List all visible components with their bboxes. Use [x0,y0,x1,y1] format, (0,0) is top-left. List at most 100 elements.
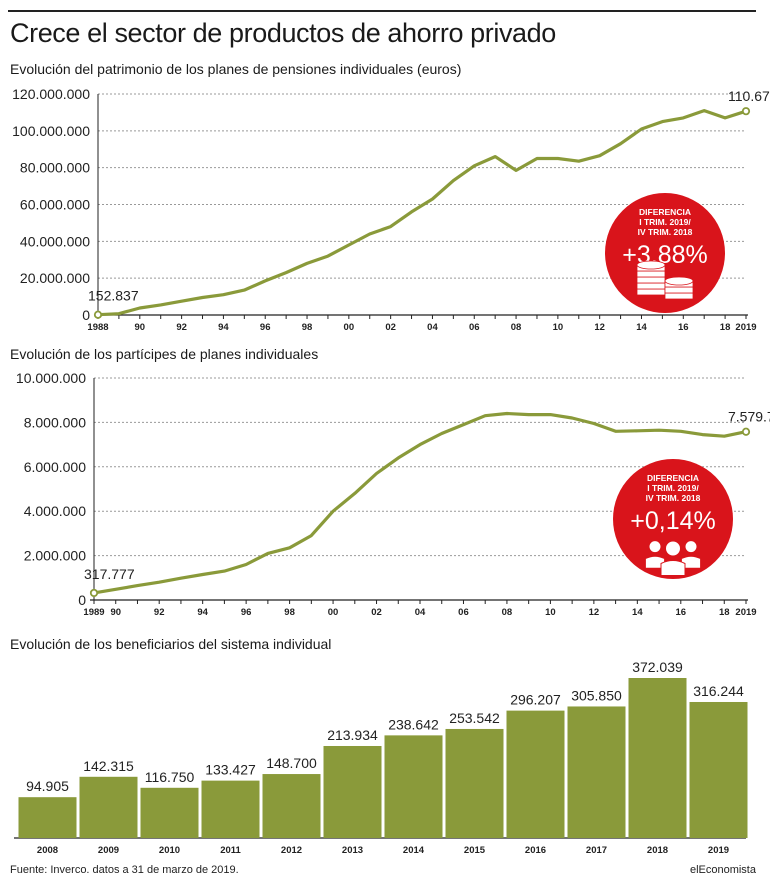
x-tick-label: 94 [197,607,208,618]
x-tick-label: 08 [502,607,513,618]
first-value-label: 317.777 [84,566,135,582]
bar [201,780,260,838]
x-tick-label: 16 [678,322,689,333]
bar [689,701,748,838]
y-tick-label: 80.000.000 [20,160,90,176]
badge-heading-line: I TRIM. 2019/ [647,483,699,493]
x-tick-label: 18 [720,322,731,333]
top-rule [8,10,756,12]
x-tick-label: 2017 [586,845,607,856]
y-tick-label: 6.000.000 [24,459,86,475]
bar-value-label: 133.427 [205,762,256,778]
x-tick-label: 2016 [525,845,546,856]
bar [79,776,138,838]
bar-value-label: 94.905 [26,778,69,794]
x-tick-label: 2015 [464,845,486,856]
bar-value-label: 238.642 [388,716,439,732]
x-tick-label: 14 [636,322,647,333]
x-tick-label: 06 [458,607,469,618]
y-tick-label: 60.000.000 [20,197,90,213]
series-line [97,108,747,317]
bar [262,774,321,838]
chart2-title: Evolución de los partícipes de planes in… [10,346,319,362]
badge-heading-line: I TRIM. 2019/ [639,217,691,227]
people-icon [644,540,702,576]
x-tick-label: 2010 [159,845,180,856]
x-tick-label: 12 [594,322,605,333]
last-value-label: 110.678.590 [728,88,770,104]
last-point-marker [741,427,751,436]
badge-heading-line: DIFERENCIA [647,473,699,483]
y-tick-label: 0 [82,307,90,323]
x-tick-label: 90 [135,322,146,333]
x-tick-label: 98 [284,607,295,618]
badge-value: +0,14% [630,507,716,535]
x-tick-label: 08 [511,322,522,333]
badge-circle [605,193,725,313]
x-tick-label: 2009 [98,845,119,856]
y-tick-label: 8.000.000 [24,414,86,430]
x-tick-label: 06 [469,322,480,333]
x-tick-label: 04 [427,322,438,333]
chart3-title: Evolución de los beneficiarios del siste… [10,636,332,652]
bar-value-label: 116.750 [145,769,195,785]
bar [18,797,77,838]
x-tick-label: 2019 [708,845,729,856]
page-title: Crece el sector de productos de ahorro p… [10,18,556,48]
bar [384,735,443,838]
brand-name: elEconomista [689,864,756,876]
source-note: Fuente: Inverco. datos a 31 de marzo de … [10,864,239,876]
x-tick-label: 2008 [37,845,58,856]
chart-patrimonio: 0 20.000.000 40.000.000 60.000.000 80.000.00… [12,86,770,333]
x-tick-label: 18 [719,607,730,618]
y-tick-label: 2.000.000 [24,548,86,564]
x-tick-label: 94 [218,322,229,333]
badge-heading-line: DIFERENCIA [639,207,691,217]
x-tick-label: 00 [328,607,339,618]
x-tick-label: 2018 [647,845,668,856]
x-tick-label: 92 [154,607,165,618]
chart-participes: 0 2.000.000 4.000.000 6.000.000 8.000.000 10.… [16,370,770,618]
badge-heading-line: IV TRIM. 2018 [638,227,693,237]
x-tick-label: 90 [110,607,121,618]
first-value-label: 152.837 [88,288,139,304]
bar-value-label: 296.207 [510,692,561,708]
x-tick-label: 96 [241,607,252,618]
badge-circle [613,459,733,579]
y-tick-label: 4.000.000 [24,503,86,519]
x-tick-label: 02 [385,322,396,333]
x-tick-label: 2011 [220,845,241,856]
coins-icon [636,260,694,300]
bar [567,706,626,838]
y-tick-label: 10.000.000 [16,370,86,386]
bar [506,710,565,838]
x-tick-label: 2013 [342,845,363,856]
x-tick-label: 2019 [735,607,756,618]
y-tick-label: 100.000.000 [12,123,90,139]
badge-heading-line: IV TRIM. 2018 [646,493,701,503]
x-tick-label: 98 [302,322,313,333]
chart-beneficiarios: 94.905 2008 142.315 2009 116.750 2010 133.427 2… [14,659,748,856]
bar-value-label: 142.315 [83,758,134,774]
x-tick-label: 02 [371,607,382,618]
bar-value-label: 305.850 [571,687,622,703]
bar-value-label: 213.934 [327,727,378,743]
x-tick-label: 96 [260,322,271,333]
y-tick-label: 40.000.000 [20,233,90,249]
x-tick-label: 10 [545,607,556,618]
series-line [93,411,747,595]
bar-value-label: 148.700 [266,755,317,771]
x-tick-label: 04 [415,607,426,618]
x-tick-label: 16 [676,607,687,618]
bar [628,678,687,838]
x-tick-label: 1988 [87,322,108,333]
chart1-title: Evolución del patrimonio de los planes d… [10,61,462,77]
bar [445,728,504,838]
last-value-label: 7.579.738 [728,409,770,425]
y-tick-label: 20.000.000 [20,270,90,286]
bar-value-label: 253.542 [449,710,500,726]
bar-value-label: 316.244 [693,683,744,699]
x-tick-label: 2012 [281,845,302,856]
